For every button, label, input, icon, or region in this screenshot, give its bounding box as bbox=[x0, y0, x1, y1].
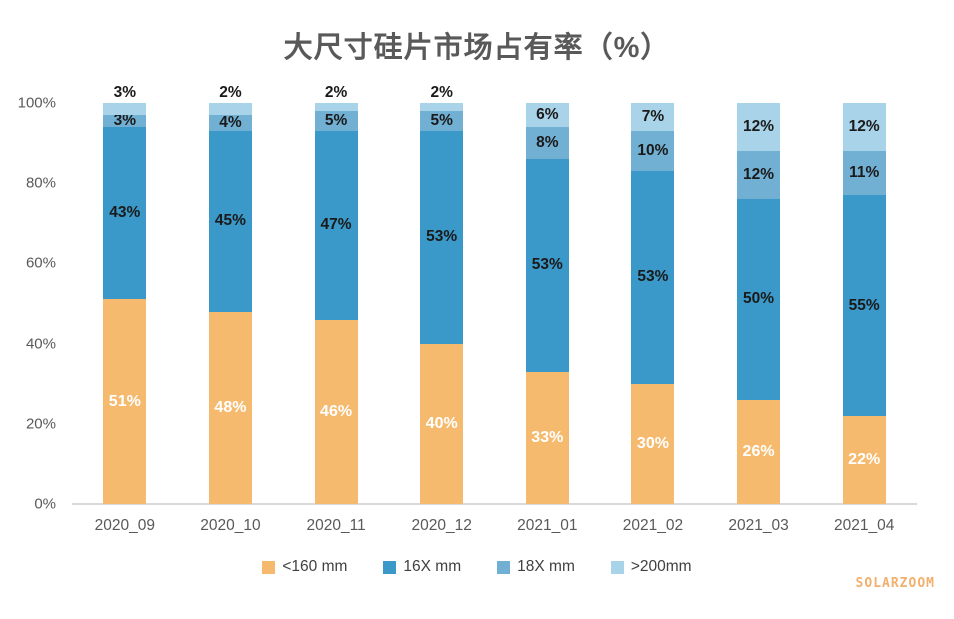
segment-data-label: 55% bbox=[848, 296, 880, 314]
bar-segment bbox=[420, 131, 464, 344]
bar-segment bbox=[631, 131, 675, 172]
y-axis-tick-label: 20% bbox=[25, 415, 56, 433]
chart-title: 大尺寸硅片市场占有率（%） bbox=[283, 32, 671, 64]
bar-segment bbox=[103, 103, 147, 116]
segment-data-label: 10% bbox=[637, 142, 669, 160]
segment-data-label: 5% bbox=[430, 112, 453, 130]
segment-data-label: 2% bbox=[430, 84, 453, 101]
segment-data-label: 12% bbox=[848, 118, 880, 136]
segment-data-label: 48% bbox=[214, 398, 247, 416]
bar-segment bbox=[842, 151, 886, 196]
y-axis-tick-label: 40% bbox=[25, 335, 56, 353]
x-axis-category-label: 2021_03 bbox=[728, 517, 789, 534]
x-axis-category-label: 2020_12 bbox=[411, 517, 472, 534]
segment-data-label: 26% bbox=[742, 442, 775, 460]
segment-data-label: 22% bbox=[848, 450, 881, 468]
segment-data-label: 12% bbox=[743, 166, 775, 184]
x-axis-line bbox=[72, 503, 917, 505]
segment-data-label: 40% bbox=[425, 414, 458, 432]
segment-data-label: 53% bbox=[426, 228, 458, 246]
segment-data-label: 50% bbox=[743, 290, 775, 308]
bar-segment bbox=[103, 115, 147, 128]
bar-segment bbox=[208, 115, 252, 132]
bar-segment bbox=[525, 371, 569, 504]
legend-label: 18X mm bbox=[517, 558, 575, 575]
segment-data-label: 46% bbox=[320, 402, 353, 420]
bar-segment bbox=[314, 111, 358, 132]
x-axis-category-label: 2020_10 bbox=[200, 517, 261, 534]
segment-data-label: 43% bbox=[109, 204, 141, 222]
y-axis-tick-label: 80% bbox=[25, 174, 56, 192]
segment-data-label: 12% bbox=[743, 118, 775, 136]
bar-segment bbox=[525, 159, 569, 372]
segment-data-label: 47% bbox=[320, 216, 352, 234]
bar-segment bbox=[631, 103, 675, 132]
bar-segment bbox=[737, 151, 781, 200]
bar-segment bbox=[314, 103, 358, 112]
legend-label: >200mm bbox=[630, 558, 692, 575]
segment-data-label: 3% bbox=[113, 112, 137, 130]
legend-swatch-icon bbox=[383, 560, 397, 574]
legend-label: 16X mm bbox=[403, 558, 462, 575]
y-axis-tick-label: 100% bbox=[17, 94, 56, 112]
bar-segment bbox=[420, 103, 464, 112]
x-axis-category-label: 2020_09 bbox=[94, 517, 155, 534]
y-axis-tick-label: 0% bbox=[34, 495, 56, 513]
segment-data-label: 45% bbox=[214, 212, 246, 230]
legend-label: <160 mm bbox=[282, 558, 348, 575]
legend-swatch-icon bbox=[497, 560, 511, 574]
legend-swatch-icon bbox=[610, 560, 624, 574]
segment-data-label: 2% bbox=[324, 84, 348, 101]
segment-data-label: 4% bbox=[219, 114, 242, 132]
segment-data-label: 53% bbox=[531, 256, 563, 274]
legend-item: >200mm bbox=[610, 558, 692, 576]
chart-legend: <160 mm 16X mm 18X mm >200mm bbox=[0, 558, 954, 576]
bar-segment bbox=[314, 319, 358, 504]
segment-data-label: 51% bbox=[108, 392, 141, 410]
bar-segment bbox=[525, 127, 569, 160]
bar-segment bbox=[737, 199, 781, 400]
bar-segment bbox=[314, 131, 358, 320]
bar-segment bbox=[103, 127, 147, 300]
legend-item: 18X mm bbox=[497, 558, 575, 576]
segment-data-label: 6% bbox=[536, 106, 559, 124]
bar-segment bbox=[842, 195, 886, 416]
bar-segment bbox=[842, 415, 886, 504]
bar-segment bbox=[103, 299, 147, 504]
bar-segment bbox=[631, 383, 675, 504]
bar-segment bbox=[208, 131, 252, 312]
segment-data-label: 8% bbox=[536, 134, 559, 152]
y-axis-tick-label: 60% bbox=[25, 254, 56, 272]
segment-data-label: 33% bbox=[531, 428, 564, 446]
segment-data-label: 30% bbox=[636, 434, 669, 452]
legend-swatch-icon bbox=[262, 560, 276, 574]
segment-data-label: 53% bbox=[637, 268, 669, 286]
bar-segment bbox=[420, 111, 464, 132]
x-axis-category-label: 2021_01 bbox=[517, 517, 578, 534]
bar-segment bbox=[208, 311, 252, 504]
segment-data-label: 3% bbox=[113, 84, 137, 101]
segment-data-label: 5% bbox=[324, 112, 348, 130]
x-axis-category-label: 2021_04 bbox=[834, 517, 895, 534]
segment-data-label: 7% bbox=[641, 108, 665, 126]
bar-segment bbox=[842, 103, 886, 152]
segment-data-label: 11% bbox=[849, 164, 880, 182]
x-axis-category-label: 2021_02 bbox=[622, 517, 684, 534]
bar-segment bbox=[208, 103, 252, 116]
bar-segment bbox=[525, 103, 569, 128]
legend-item: 16X mm bbox=[383, 558, 461, 576]
bar-segment bbox=[737, 399, 781, 504]
x-axis-category-label: 2020_11 bbox=[306, 517, 366, 534]
bar-segment bbox=[737, 103, 781, 152]
bar-segment bbox=[420, 343, 464, 504]
segment-data-label: 2% bbox=[219, 84, 242, 101]
legend-item: <160 mm bbox=[262, 558, 347, 576]
bar-segment bbox=[631, 171, 675, 384]
watermark-solarzoom: SOLARZOOM bbox=[855, 576, 935, 591]
